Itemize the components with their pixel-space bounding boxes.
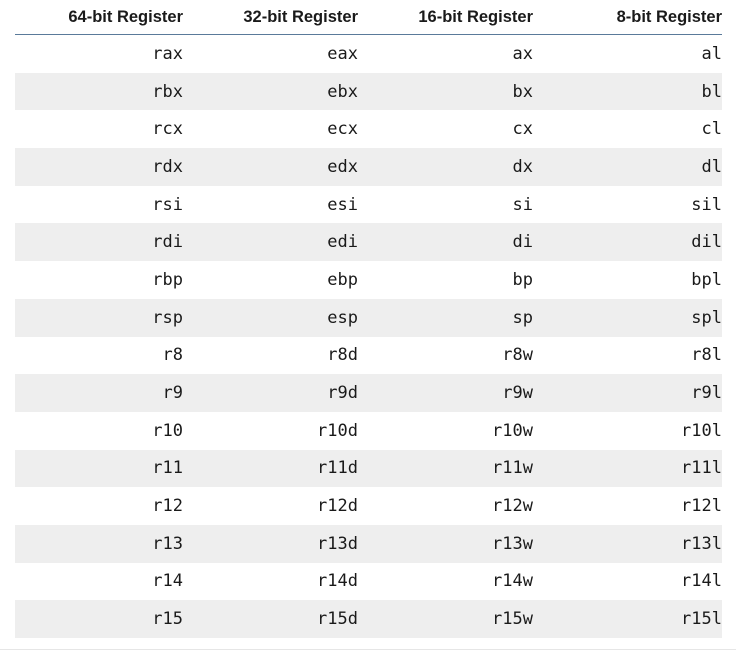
cell-8bit: r13l [533, 524, 722, 563]
table-header: 64-bit Register 32-bit Register 16-bit R… [15, 0, 722, 35]
table-row: rdi edi di dil [15, 223, 722, 262]
table-row: rbx ebx bx bl [15, 72, 722, 111]
cell-32bit: r14d [317, 571, 358, 592]
cell-32bit: edi [183, 223, 358, 262]
cell-16bit: r14w [492, 571, 533, 592]
cell-16bit: r8w [502, 345, 533, 366]
table-row: rcx ecx cx cl [15, 110, 722, 148]
cell-32bit: edx [183, 148, 358, 186]
cell-32bit: esp [183, 298, 358, 337]
cell-32bit: ecx [327, 119, 358, 140]
table-row: rax eax ax al [15, 35, 722, 73]
cell-64bit: r9 [15, 374, 183, 412]
cell-8bit: r10l [681, 420, 722, 441]
cell-64bit: rax [152, 43, 183, 64]
bottom-divider [0, 649, 736, 650]
cell-16bit: r12w [492, 496, 533, 517]
cell-8bit: sil [691, 194, 722, 215]
cell-32bit: r11d [183, 449, 358, 488]
cell-16bit: bx [358, 72, 533, 111]
cell-8bit: r15l [533, 600, 722, 638]
cell-16bit: r11w [358, 449, 533, 488]
cell-64bit: r11 [15, 449, 183, 488]
cell-64bit: r14 [152, 571, 183, 592]
table-row: r11 r11d r11w r11l [15, 449, 722, 488]
table-row: r10 r10d r10w r10l [15, 412, 722, 450]
cell-64bit: rbx [15, 72, 183, 111]
cell-64bit: rsp [15, 298, 183, 337]
table-body: rax eax ax al rbx ebx bx bl rcx ecx cx cl rdx edx dx dl… [15, 35, 722, 638]
cell-8bit: r14l [681, 571, 722, 592]
header-32bit: 32-bit Register [183, 0, 358, 35]
cell-64bit: rdi [15, 223, 183, 262]
cell-16bit: di [358, 223, 533, 262]
table-row: rsi esi si sil [15, 186, 722, 224]
cell-32bit: eax [327, 43, 358, 64]
cell-16bit: cx [512, 119, 533, 140]
cell-16bit: r9w [358, 374, 533, 412]
cell-8bit: al [701, 43, 722, 64]
table-row: r14 r14d r14w r14l [15, 563, 722, 601]
table-row: rdx edx dx dl [15, 148, 722, 186]
cell-32bit: ebp [327, 269, 358, 290]
table-row: r8 r8d r8w r8l [15, 337, 722, 375]
cell-8bit: r11l [533, 449, 722, 488]
header-64bit: 64-bit Register [15, 0, 183, 35]
cell-16bit: dx [358, 148, 533, 186]
cell-16bit: ax [512, 43, 533, 64]
cell-32bit: r9d [183, 374, 358, 412]
cell-64bit: rcx [152, 119, 183, 140]
cell-8bit: r12l [681, 496, 722, 517]
cell-64bit: rsi [152, 194, 183, 215]
table-row: r13 r13d r13w r13l [15, 524, 722, 563]
table-row: r9 r9d r9w r9l [15, 374, 722, 412]
cell-16bit: r13w [358, 524, 533, 563]
cell-8bit: cl [701, 119, 722, 140]
cell-16bit: r15w [358, 600, 533, 638]
cell-8bit: spl [533, 298, 722, 337]
cell-8bit: r8l [691, 345, 722, 366]
cell-64bit: r8 [162, 345, 183, 366]
table-row: r15 r15d r15w r15l [15, 600, 722, 638]
cell-8bit: dl [533, 148, 722, 186]
cell-64bit: r15 [15, 600, 183, 638]
cell-16bit: si [512, 194, 533, 215]
cell-8bit: bpl [691, 269, 722, 290]
cell-16bit: r10w [492, 420, 533, 441]
cell-8bit: dil [533, 223, 722, 262]
header-row: 64-bit Register 32-bit Register 16-bit R… [15, 0, 722, 35]
table-row: rbp ebp bp bpl [15, 261, 722, 299]
header-16bit: 16-bit Register [358, 0, 533, 35]
table-row: rsp esp sp spl [15, 298, 722, 337]
cell-32bit: ebx [183, 72, 358, 111]
cell-32bit: esi [327, 194, 358, 215]
cell-64bit: rbp [152, 269, 183, 290]
cell-32bit: r12d [317, 496, 358, 517]
cell-64bit: rdx [15, 148, 183, 186]
table-row: r12 r12d r12w r12l [15, 487, 722, 525]
header-8bit: 8-bit Register [533, 0, 722, 35]
cell-64bit: r12 [152, 496, 183, 517]
cell-64bit: r10 [152, 420, 183, 441]
register-table: 64-bit Register 32-bit Register 16-bit R… [15, 0, 722, 638]
cell-64bit: r13 [15, 524, 183, 563]
cell-16bit: sp [358, 298, 533, 337]
cell-32bit: r8d [327, 345, 358, 366]
cell-32bit: r10d [317, 420, 358, 441]
cell-16bit: bp [512, 269, 533, 290]
cell-8bit: bl [533, 72, 722, 111]
cell-32bit: r13d [183, 524, 358, 563]
cell-32bit: r15d [183, 600, 358, 638]
cell-8bit: r9l [533, 374, 722, 412]
